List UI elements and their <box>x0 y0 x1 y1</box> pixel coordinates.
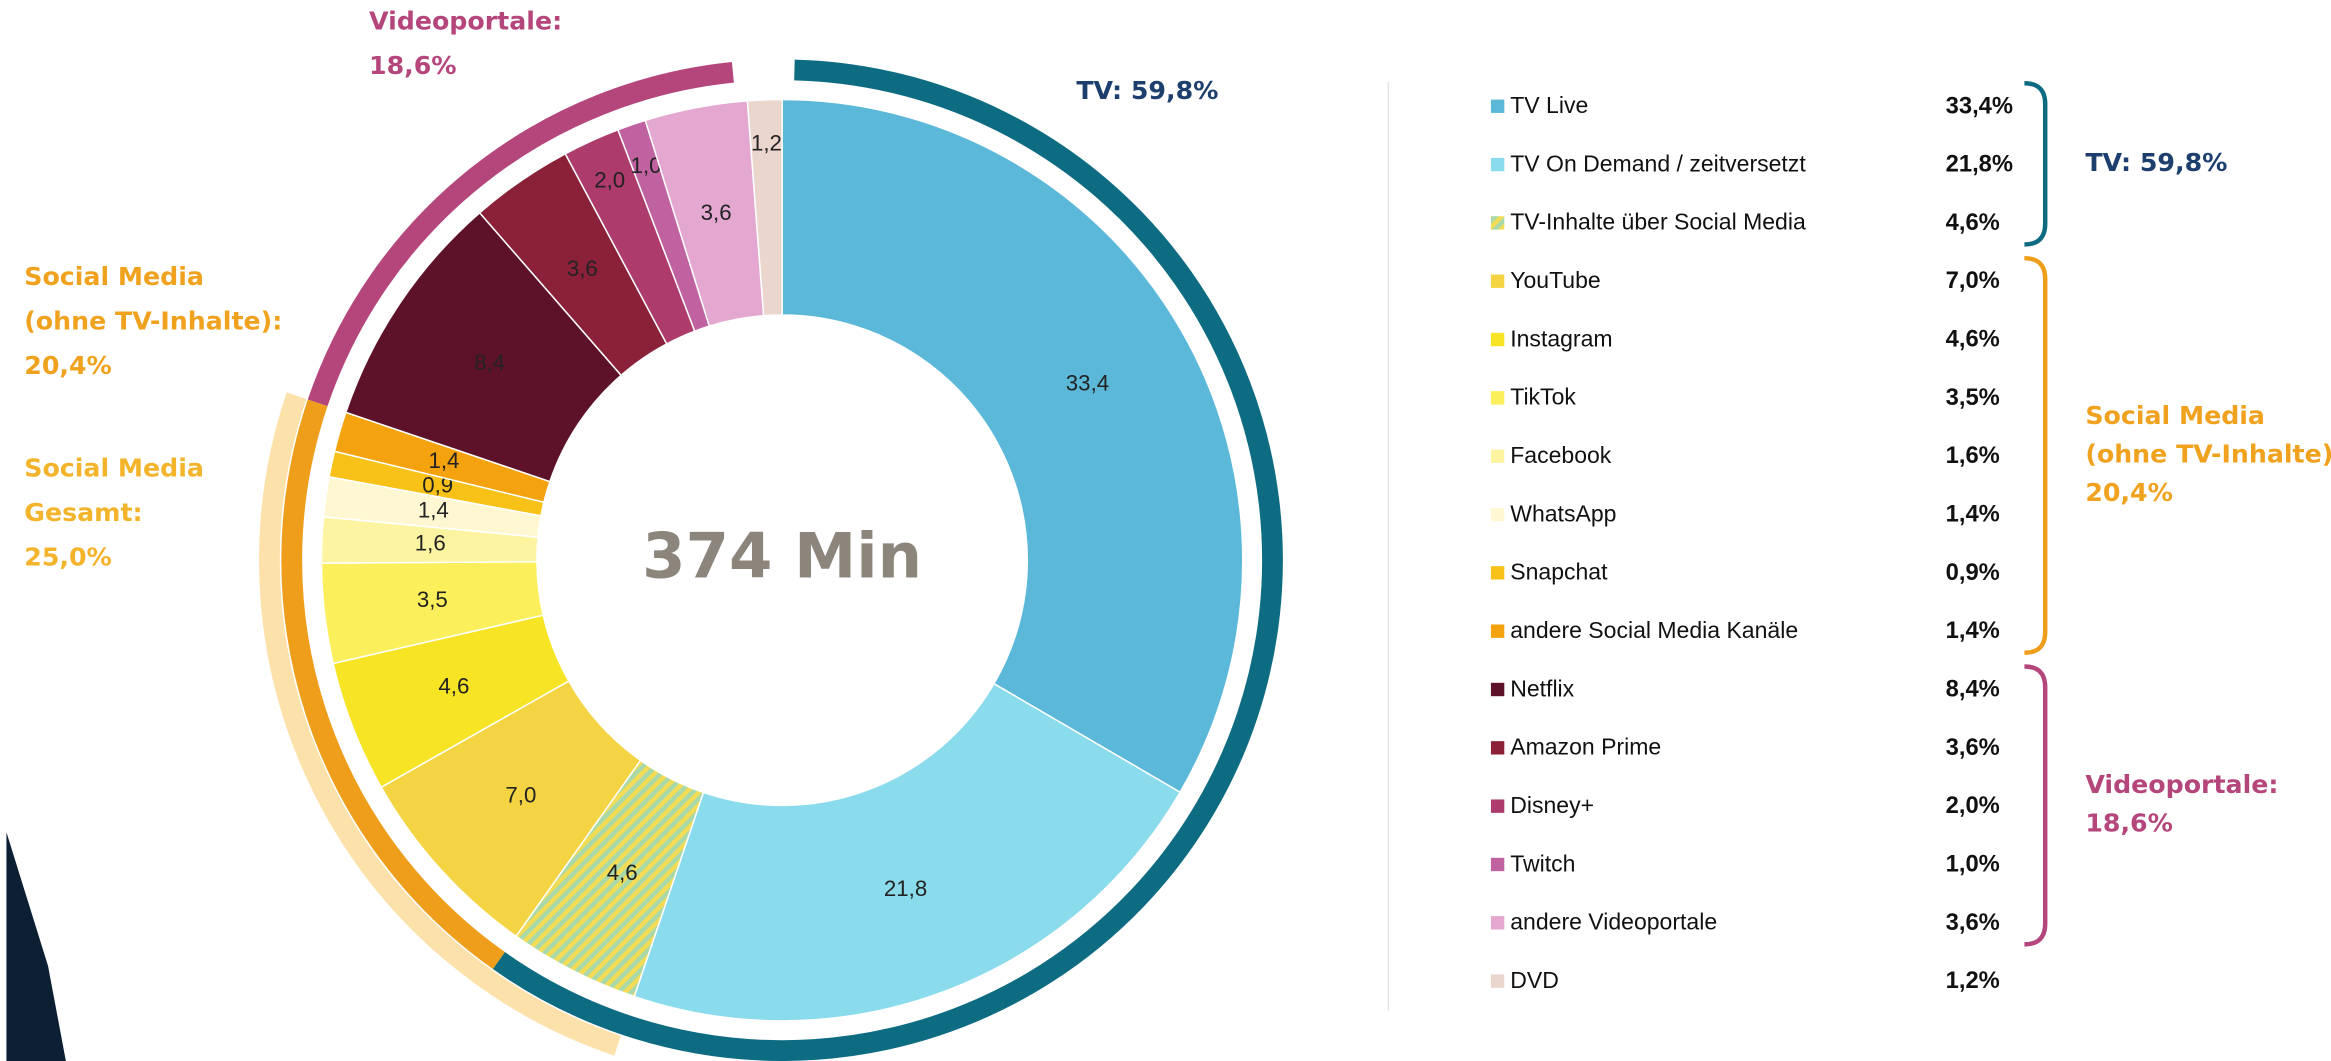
group-label: Social Media <box>24 262 204 291</box>
data-label: 3,6 <box>701 200 732 225</box>
group-label: TV: 59,8% <box>2085 148 2227 177</box>
center-label: 374 Min <box>642 519 922 592</box>
legend-label: Disney+ <box>1510 792 1594 818</box>
group-label: TV: 59,8% <box>1076 76 1218 105</box>
legend-value: 3,6% <box>1946 909 2000 936</box>
group-label: (ohne TV-Inhalte): <box>2085 439 2331 468</box>
data-label: 3,5 <box>417 587 448 612</box>
data-label: 33,4 <box>1066 371 1109 396</box>
legend-swatch <box>1490 799 1505 813</box>
legend-swatch <box>1490 449 1505 463</box>
group-ring <box>281 399 505 970</box>
legend-swatch <box>1490 974 1505 988</box>
legend-swatch <box>1490 682 1505 697</box>
legend-value: 3,6% <box>1946 734 2000 761</box>
group-ring <box>307 61 734 407</box>
group-label: 18,6% <box>2085 809 2173 838</box>
legend-value: 33,4% <box>1946 92 2013 119</box>
legend-value: 1,6% <box>1946 442 2000 469</box>
legend-label: andere Videoportale <box>1510 909 1717 935</box>
data-label: 4,6 <box>438 674 469 699</box>
group-label: 25,0% <box>24 543 112 572</box>
data-label: 4,6 <box>607 860 638 885</box>
legend-value: 1,2% <box>1946 967 2000 994</box>
legend-swatch <box>1490 391 1505 405</box>
legend-label: DVD <box>1510 967 1559 993</box>
legend-swatch <box>1490 741 1505 755</box>
legend-swatch <box>1490 916 1505 930</box>
group-ring <box>492 59 1283 1061</box>
data-label: 1,4 <box>428 448 459 473</box>
group-label: Videoportale: <box>2085 770 2278 799</box>
group-label: 18,6% <box>369 51 457 80</box>
donut-segment <box>633 682 1182 1022</box>
data-label: 7,0 <box>505 782 536 807</box>
legend-label: andere Social Media Kanäle <box>1510 617 1798 643</box>
legend-label: WhatsApp <box>1510 500 1616 526</box>
legend-value: 1,0% <box>1946 851 2000 878</box>
data-label: 1,4 <box>418 498 449 523</box>
legend-value: 4,6% <box>1946 209 2000 236</box>
group-bracket <box>2024 664 2048 947</box>
legend-value: 1,4% <box>1946 617 2000 644</box>
legend-swatch <box>1490 857 1505 872</box>
legend-value: 8,4% <box>1946 676 2000 703</box>
group-label: Gesamt: <box>24 498 142 527</box>
legend-label: TikTok <box>1510 384 1576 410</box>
legend-label: Amazon Prime <box>1510 734 1661 760</box>
legend-label: YouTube <box>1510 267 1600 293</box>
donut-segment <box>746 98 783 317</box>
legend-value: 4,6% <box>1946 326 2000 353</box>
decoration <box>6 832 66 1061</box>
legend-swatch <box>1490 99 1505 113</box>
legend-swatch <box>1490 507 1505 522</box>
group-label: Videoportale: <box>369 6 562 35</box>
data-label: 1,6 <box>415 531 446 556</box>
group-bracket <box>2024 255 2048 655</box>
data-label: 3,6 <box>567 256 598 281</box>
data-label: 21,8 <box>884 876 927 901</box>
legend-swatch <box>1490 157 1505 172</box>
legend-label: TV-Inhalte über Social Media <box>1510 209 1806 235</box>
legend-label: TV On Demand / zeitversetzt <box>1510 150 1806 176</box>
legend-value: 7,0% <box>1946 267 2000 294</box>
data-label: 2,0 <box>594 167 625 192</box>
group-label: 20,4% <box>24 351 112 380</box>
data-label: 1,2 <box>751 130 782 155</box>
legend-label: Snapchat <box>1510 559 1608 585</box>
group-label: Social Media <box>24 454 204 483</box>
legend-label: TV Live <box>1510 92 1588 118</box>
legend-value: 1,4% <box>1946 501 2000 528</box>
legend-swatch <box>1490 274 1505 288</box>
legend-label: Netflix <box>1510 675 1574 701</box>
legend-swatch <box>1490 566 1505 580</box>
donut-segment <box>781 98 1244 794</box>
group-bracket <box>2024 80 2048 247</box>
data-label: 8,4 <box>474 350 505 375</box>
legend-label: Facebook <box>1510 442 1612 468</box>
legend-value: 3,5% <box>1946 384 2000 411</box>
legend-value: 0,9% <box>1946 559 2000 586</box>
legend-swatch <box>1490 624 1505 638</box>
legend-swatch <box>1490 332 1505 347</box>
legend-label: Twitch <box>1510 850 1575 876</box>
legend-swatch <box>1490 216 1505 230</box>
legend-value: 2,0% <box>1946 792 2000 819</box>
legend-label: Instagram <box>1510 325 1612 351</box>
legend-value: 21,8% <box>1946 151 2013 178</box>
group-label: 20,4% <box>2085 478 2173 507</box>
group-label: Social Media <box>2085 401 2265 430</box>
group-ring <box>259 392 621 1056</box>
group-label: (ohne TV-Inhalte): <box>24 306 282 335</box>
